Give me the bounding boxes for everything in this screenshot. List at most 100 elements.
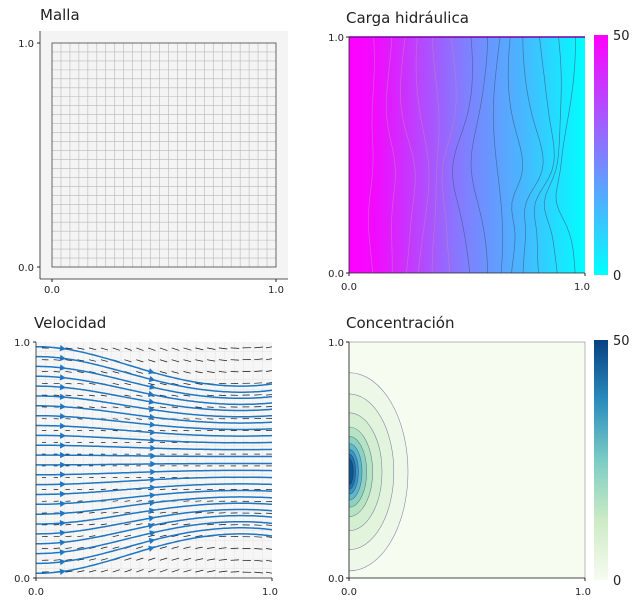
velocity-arrow xyxy=(266,370,272,372)
velocity-streamline-arrow xyxy=(148,398,155,405)
velocity-arrow xyxy=(112,546,120,549)
velocity-arrow xyxy=(65,535,72,538)
concentration-plume xyxy=(349,372,409,572)
velocity-arrow xyxy=(112,534,120,538)
velocity-arrow xyxy=(254,346,264,349)
velocity-arrow xyxy=(89,523,95,526)
velocity-streamline-arrow xyxy=(59,393,67,400)
velocity-arrow xyxy=(112,418,119,420)
velocity-arrow xyxy=(124,359,132,363)
velocity-streamline-arrow xyxy=(149,484,157,491)
velocity-arrow xyxy=(89,382,96,385)
velocity-arrow xyxy=(159,523,167,526)
velocity-arrow xyxy=(183,557,192,561)
velocity-arrow xyxy=(89,359,96,362)
velocity-arrow xyxy=(195,418,202,420)
velocity-arrow xyxy=(89,569,97,573)
velocity-arrow xyxy=(218,559,227,561)
velocity-streamline-arrow xyxy=(148,375,156,383)
velocity-arrow xyxy=(266,548,272,550)
head-colorbar-max: 50 xyxy=(613,29,630,44)
velocity-streamlines xyxy=(36,345,272,575)
velocity-arrow xyxy=(207,359,216,362)
velocity-arrow xyxy=(124,347,132,351)
velocity-arrow xyxy=(159,557,168,561)
head-ytick-label-top: 1.0 xyxy=(328,33,344,44)
velocity-arrow xyxy=(65,359,73,362)
velocity-streamline-arrow xyxy=(59,403,67,410)
velocity-streamline-arrow xyxy=(60,471,67,478)
velocity-arrow xyxy=(183,347,192,351)
velocity-streamline-arrow xyxy=(59,500,67,507)
velocity-ytick-label-top: 1.0 xyxy=(14,338,30,349)
mesh-title: Malla xyxy=(40,6,80,24)
velocity-arrow xyxy=(77,558,85,561)
velocity-streamline-arrow xyxy=(148,390,155,398)
head-contour-line xyxy=(533,37,555,273)
velocity-arrow xyxy=(112,500,119,502)
velocity-streamline-arrow xyxy=(149,413,156,420)
velocity-arrow xyxy=(218,359,227,361)
velocity-streamline-arrow xyxy=(59,364,66,371)
velocity-arrow xyxy=(136,569,144,573)
head-contours xyxy=(368,37,576,273)
velocity-arrow xyxy=(136,500,142,502)
head-colorbar-min: 0 xyxy=(613,269,621,284)
velocity-streamline-arrow xyxy=(150,452,157,460)
velocity-arrow xyxy=(100,359,108,362)
velocity-arrow xyxy=(124,569,132,573)
concentration-title: Concentración xyxy=(346,314,454,332)
velocity-arrow xyxy=(100,511,107,514)
concentration-xtick-label-left: 0.0 xyxy=(341,587,357,598)
velocity-arrow xyxy=(100,347,109,351)
velocity-arrow xyxy=(147,347,156,351)
velocity-streamline-arrow xyxy=(149,421,156,428)
velocity-arrow xyxy=(207,394,215,397)
velocity-streamline-arrow xyxy=(150,476,157,483)
mesh-ytick-label-bottom: 0.0 xyxy=(18,263,34,274)
concentration-panel: Concentración 1.0 0.0 0.0 1.0 50 0 xyxy=(328,314,630,598)
head-contour-line xyxy=(470,37,489,273)
velocity-arrow xyxy=(77,382,84,385)
velocity-arrow xyxy=(171,523,179,526)
concentration-colorbar-max: 50 xyxy=(613,334,630,349)
mesh-xtick-label-right: 1.0 xyxy=(268,285,284,296)
velocity-arrow xyxy=(183,394,191,397)
velocity-ytick-label-bottom: 0.0 xyxy=(14,574,30,585)
velocity-arrow xyxy=(254,358,263,361)
velocity-arrow xyxy=(254,559,263,562)
velocity-arrow xyxy=(53,559,61,561)
concentration-ytick-label-bottom: 0.0 xyxy=(328,574,344,585)
head-ytick-label-bottom: 0.0 xyxy=(328,269,344,280)
velocity-arrow xyxy=(171,569,180,573)
velocity-arrow xyxy=(159,569,168,573)
velocity-streamline-arrow xyxy=(60,461,67,469)
velocity-arrow xyxy=(136,557,144,561)
velocity-streamline-arrow xyxy=(59,510,67,517)
velocity-streamline-arrow xyxy=(60,481,67,488)
velocity-arrow xyxy=(171,347,180,351)
velocity-arrow xyxy=(124,557,132,561)
velocity-arrow xyxy=(183,371,191,374)
velocity-arrow xyxy=(77,523,84,526)
velocity-arrow xyxy=(65,347,73,350)
velocity-streamline-arrow xyxy=(59,345,66,352)
velocity-streamline-arrow xyxy=(59,374,66,381)
mesh-xtick-label-left: 0.0 xyxy=(44,285,60,296)
mesh-panel: Malla 1.0 0.0 0.0 1.0 xyxy=(18,6,288,296)
velocity-arrow xyxy=(171,546,179,549)
velocity-arrow xyxy=(65,524,72,526)
velocity-arrow xyxy=(159,347,168,351)
velocity-arrow xyxy=(136,546,144,549)
velocity-arrow xyxy=(171,382,179,386)
velocity-arrow xyxy=(230,571,240,573)
velocity-arrow xyxy=(195,500,202,502)
head-contour-line xyxy=(415,37,430,273)
velocity-streamline-arrow xyxy=(150,444,157,452)
head-panel: Carga hidráulica 1.0 0.0 0.0 1.0 50 0 xyxy=(328,9,629,293)
velocity-arrow xyxy=(112,347,120,351)
velocity-arrow xyxy=(183,500,190,502)
velocity-background xyxy=(36,342,272,578)
velocity-arrow xyxy=(124,534,131,538)
velocity-arrow xyxy=(65,394,72,396)
